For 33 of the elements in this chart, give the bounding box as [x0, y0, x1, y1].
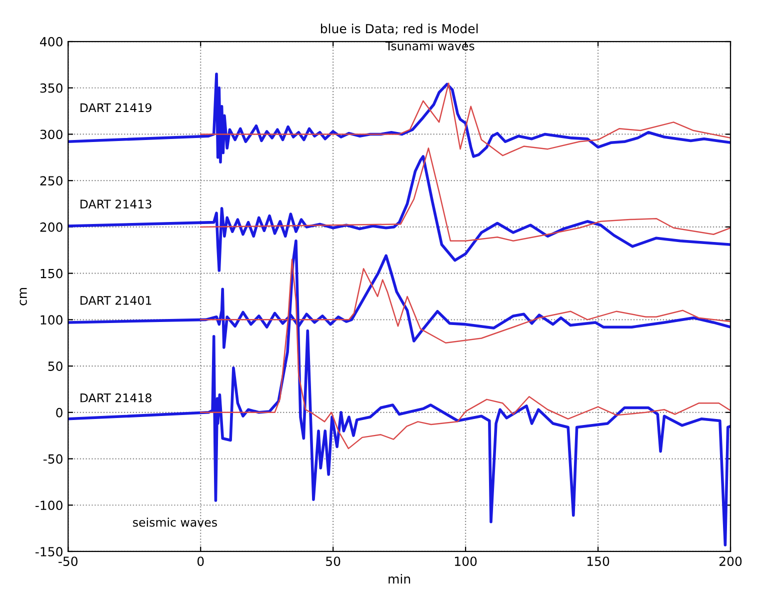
y-tick-label: 0: [56, 408, 62, 418]
x-tick-label: 50: [326, 556, 340, 566]
y-tick-label: 100: [40, 315, 62, 325]
y-tick-label: 350: [40, 83, 62, 93]
annotation: DART 21419: [80, 103, 152, 112]
chart-title: blue is Data; red is Model: [320, 24, 478, 35]
y-tick-label: -50: [43, 454, 62, 464]
annotation: Tsunami waves: [385, 41, 474, 50]
y-tick-label: 300: [40, 130, 62, 140]
line-series: [68, 239, 731, 546]
x-axis-title: min: [388, 574, 410, 584]
x-tick-label: -50: [58, 556, 78, 566]
x-tick-label: 150: [587, 556, 610, 566]
line-series: [68, 72, 731, 164]
y-tick-label: 200: [40, 222, 62, 232]
annotation: DART 21401: [80, 296, 152, 305]
line-series: [200, 82, 731, 156]
line-series: [68, 155, 731, 272]
y-tick-label: -100: [36, 500, 62, 510]
x-tick-label: 0: [197, 556, 204, 566]
annotation: DART 21413: [80, 200, 152, 209]
x-tick-label: 200: [719, 556, 742, 566]
annotation: DART 21418: [80, 393, 152, 402]
y-tick-label: 400: [40, 36, 62, 46]
annotation: seismic waves: [133, 518, 217, 527]
x-tick-label: 100: [455, 556, 477, 566]
y-tick-label: 50: [48, 362, 62, 371]
y-tick-label: 150: [40, 268, 62, 278]
line-series: [200, 258, 731, 450]
y-tick-label: -150: [36, 546, 62, 556]
line-series: [200, 148, 731, 242]
y-tick-label: 250: [40, 176, 62, 186]
y-axis-title: cm: [20, 288, 27, 306]
